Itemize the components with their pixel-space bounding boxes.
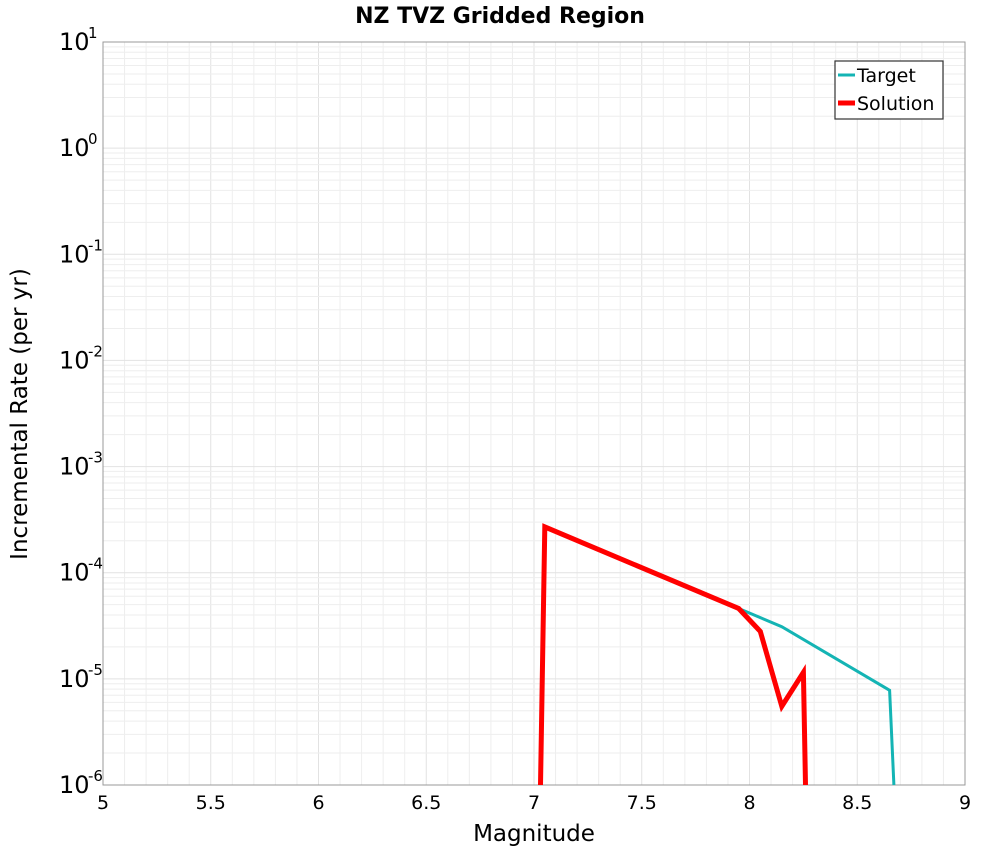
y-tick-label: 10-5 [59, 661, 103, 693]
y-tick-base: 10 [59, 240, 90, 268]
y-tick-exponent: -6 [88, 767, 103, 785]
x-tick-label: 9 [959, 792, 971, 814]
chart-title: NZ TVZ Gridded Region [355, 4, 645, 29]
y-tick-label: 100 [59, 130, 98, 162]
y-tick-exponent: -3 [88, 449, 103, 467]
y-tick-base: 10 [59, 28, 90, 56]
y-tick-label: 10-1 [59, 236, 103, 268]
x-tick-label: 7.5 [627, 792, 657, 814]
y-tick-base: 10 [59, 453, 90, 481]
y-tick-label: 10-4 [59, 555, 103, 587]
x-axis-label: Magnitude [473, 821, 595, 847]
y-tick-exponent: -5 [88, 661, 103, 679]
y-tick-exponent: 1 [88, 24, 98, 42]
series-line-solution [538, 523, 808, 786]
grid [102, 42, 966, 786]
x-tick-label: 5.5 [196, 792, 226, 814]
y-tick-base: 10 [59, 559, 90, 587]
series-line-target [539, 524, 896, 786]
y-tick-exponent: 0 [88, 130, 98, 148]
x-tick-label: 8.5 [842, 792, 872, 814]
series-layer [538, 523, 896, 786]
y-tick-base: 10 [59, 771, 90, 799]
x-ticks: 5 5.5 6 6.5 7 7.5 8 8.5 9 [97, 792, 971, 814]
y-tick-label: 10-3 [59, 449, 103, 481]
y-tick-exponent: -1 [88, 236, 103, 254]
x-tick-label: 6.5 [411, 792, 441, 814]
y-axis-label: Incremental Rate (per yr) [7, 268, 33, 560]
y-tick-exponent: -4 [88, 555, 103, 573]
y-tick-base: 10 [59, 134, 90, 162]
x-tick-label: 8 [743, 792, 755, 814]
y-tick-exponent: -2 [88, 342, 103, 360]
legend-label-target: Target [856, 65, 916, 87]
y-tick-label: 10-6 [59, 767, 103, 799]
legend: Target Solution [834, 60, 944, 120]
y-tick-base: 10 [59, 665, 90, 693]
y-tick-label: 101 [59, 24, 98, 56]
x-tick-label: 5 [97, 792, 109, 814]
plot-frame [102, 41, 966, 786]
x-tick-label: 7 [528, 792, 540, 814]
y-tick-label: 10-2 [59, 342, 103, 374]
y-tick-base: 10 [59, 346, 90, 374]
legend-label-solution: Solution [857, 93, 934, 115]
x-tick-label: 6 [312, 792, 324, 814]
legend-box [834, 60, 944, 120]
